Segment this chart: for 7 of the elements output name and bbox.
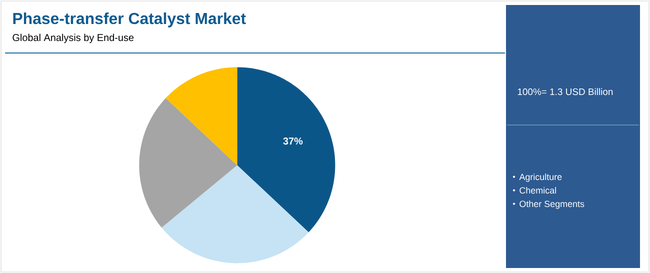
text: 100%= 1.3 USD Billion bbox=[518, 88, 613, 96]
text: Other Segments bbox=[520, 200, 584, 209]
chart-subtitle: Global Analysis by End-use bbox=[12, 34, 134, 44]
data-label: 37% bbox=[283, 138, 303, 145]
text: Chemical bbox=[520, 187, 556, 194]
chart-title: Phase-transfer Catalyst Market bbox=[13, 12, 246, 28]
text: Agriculture bbox=[519, 174, 562, 182]
